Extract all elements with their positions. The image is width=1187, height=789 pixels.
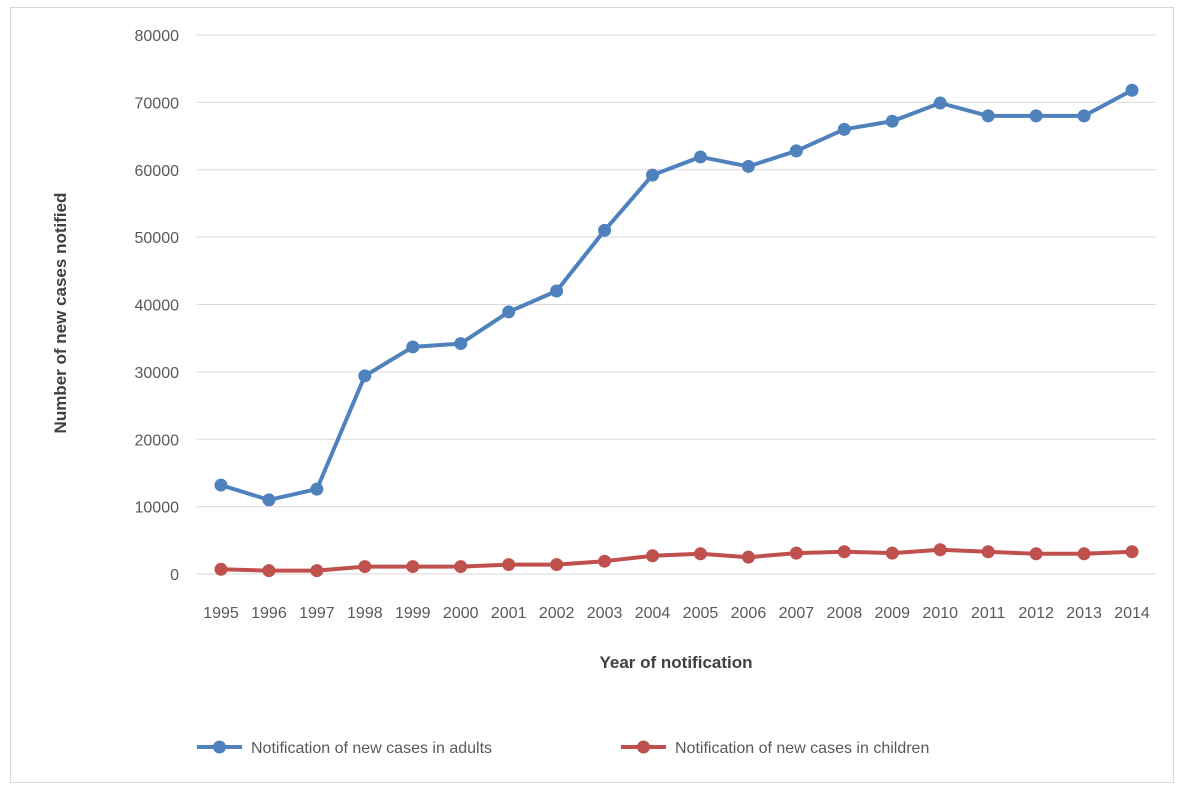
y-tick-label: 20000: [135, 432, 180, 449]
data-point: [502, 305, 516, 319]
legend-label: Notification of new cases in children: [675, 740, 929, 757]
data-point: [693, 547, 707, 561]
data-point: [693, 150, 707, 164]
data-point: [358, 560, 372, 574]
data-point: [1077, 547, 1091, 561]
series-children: [214, 543, 1139, 578]
data-point: [837, 545, 851, 559]
data-point: [406, 560, 420, 574]
x-tick-label: 2014: [1114, 605, 1150, 622]
x-tick-label: 1996: [251, 605, 287, 622]
legend-item: Notification of new cases in adults: [197, 740, 492, 757]
series-line: [219, 88, 1134, 502]
legend: Notification of new cases in adults Notif…: [197, 740, 929, 757]
data-point: [933, 96, 947, 110]
legend-swatch-marker: [213, 740, 226, 754]
data-point: [598, 554, 612, 568]
x-tick-label: 2008: [827, 605, 863, 622]
line-chart: 0 10000 20000 30000 40000 50000 60000 70000 8000…: [51, 28, 1156, 757]
x-axis-title: Year of notification: [599, 653, 752, 672]
data-point: [310, 564, 324, 578]
data-point: [550, 558, 564, 572]
data-point: [933, 543, 947, 557]
x-tick-label: 2010: [922, 605, 958, 622]
x-tick-label: 2006: [731, 605, 767, 622]
x-tick-label: 2013: [1066, 605, 1102, 622]
chart-area: 0 10000 20000 30000 40000 50000 60000 70000 8000…: [10, 7, 1174, 783]
data-point: [502, 558, 516, 572]
x-tick-label: 2005: [683, 605, 719, 622]
series-line: [219, 547, 1134, 573]
gridlines: [197, 34, 1156, 575]
y-axis-tick-labels: 0 10000 20000 30000 40000 50000 60000 70000 8000…: [135, 28, 180, 584]
data-point: [646, 549, 660, 563]
x-tick-label: 1998: [347, 605, 383, 622]
y-tick-label: 80000: [135, 28, 180, 45]
data-point: [837, 122, 851, 136]
data-point: [1125, 83, 1139, 97]
y-tick-label: 40000: [135, 298, 180, 315]
data-point: [310, 482, 324, 496]
data-point: [406, 340, 420, 354]
data-point: [550, 284, 564, 298]
data-point: [358, 369, 372, 383]
data-point: [214, 562, 228, 576]
legend-swatch-marker: [637, 740, 650, 754]
x-tick-label: 2002: [539, 605, 575, 622]
series-layer: [214, 83, 1139, 578]
data-point: [885, 114, 899, 128]
x-tick-label: 2004: [635, 605, 671, 622]
data-point: [981, 109, 995, 123]
data-point: [1029, 547, 1043, 561]
data-point: [789, 144, 803, 158]
x-tick-label: 1995: [203, 605, 239, 622]
data-point: [598, 223, 612, 237]
x-tick-label: 2001: [491, 605, 527, 622]
data-point: [1125, 545, 1139, 559]
data-point: [214, 478, 228, 492]
x-tick-label: 2009: [874, 605, 910, 622]
data-point: [789, 546, 803, 560]
y-tick-label: 30000: [135, 365, 180, 382]
y-tick-label: 70000: [135, 95, 180, 112]
legend-item: Notification of new cases in children: [621, 740, 929, 757]
data-point: [885, 546, 899, 560]
x-axis-tick-labels: 1995 1996 1997 1998 1999 2000 2001 2002 2003 2004…: [203, 605, 1150, 622]
data-point: [646, 168, 660, 182]
legend-label: Notification of new cases in adults: [251, 740, 492, 757]
x-tick-label: 2000: [443, 605, 479, 622]
data-point: [454, 337, 468, 351]
data-point: [262, 564, 276, 578]
y-tick-label: 10000: [135, 500, 180, 517]
x-tick-label: 1999: [395, 605, 431, 622]
data-point: [741, 550, 755, 564]
x-tick-label: 2011: [971, 605, 1006, 622]
data-point: [1029, 109, 1043, 123]
data-point: [262, 493, 276, 507]
y-axis-title: Number of new cases notified: [51, 193, 70, 434]
x-tick-label: 2003: [587, 605, 623, 622]
y-tick-label: 0: [170, 567, 179, 584]
x-tick-label: 2007: [779, 605, 815, 622]
x-tick-label: 1997: [299, 605, 335, 622]
data-point: [1077, 109, 1091, 123]
y-tick-label: 50000: [135, 230, 180, 247]
y-tick-label: 60000: [135, 163, 180, 180]
data-point: [454, 560, 468, 574]
x-tick-label: 2012: [1018, 605, 1054, 622]
data-point: [741, 159, 755, 173]
series-adults: [214, 83, 1139, 507]
data-point: [981, 545, 995, 559]
